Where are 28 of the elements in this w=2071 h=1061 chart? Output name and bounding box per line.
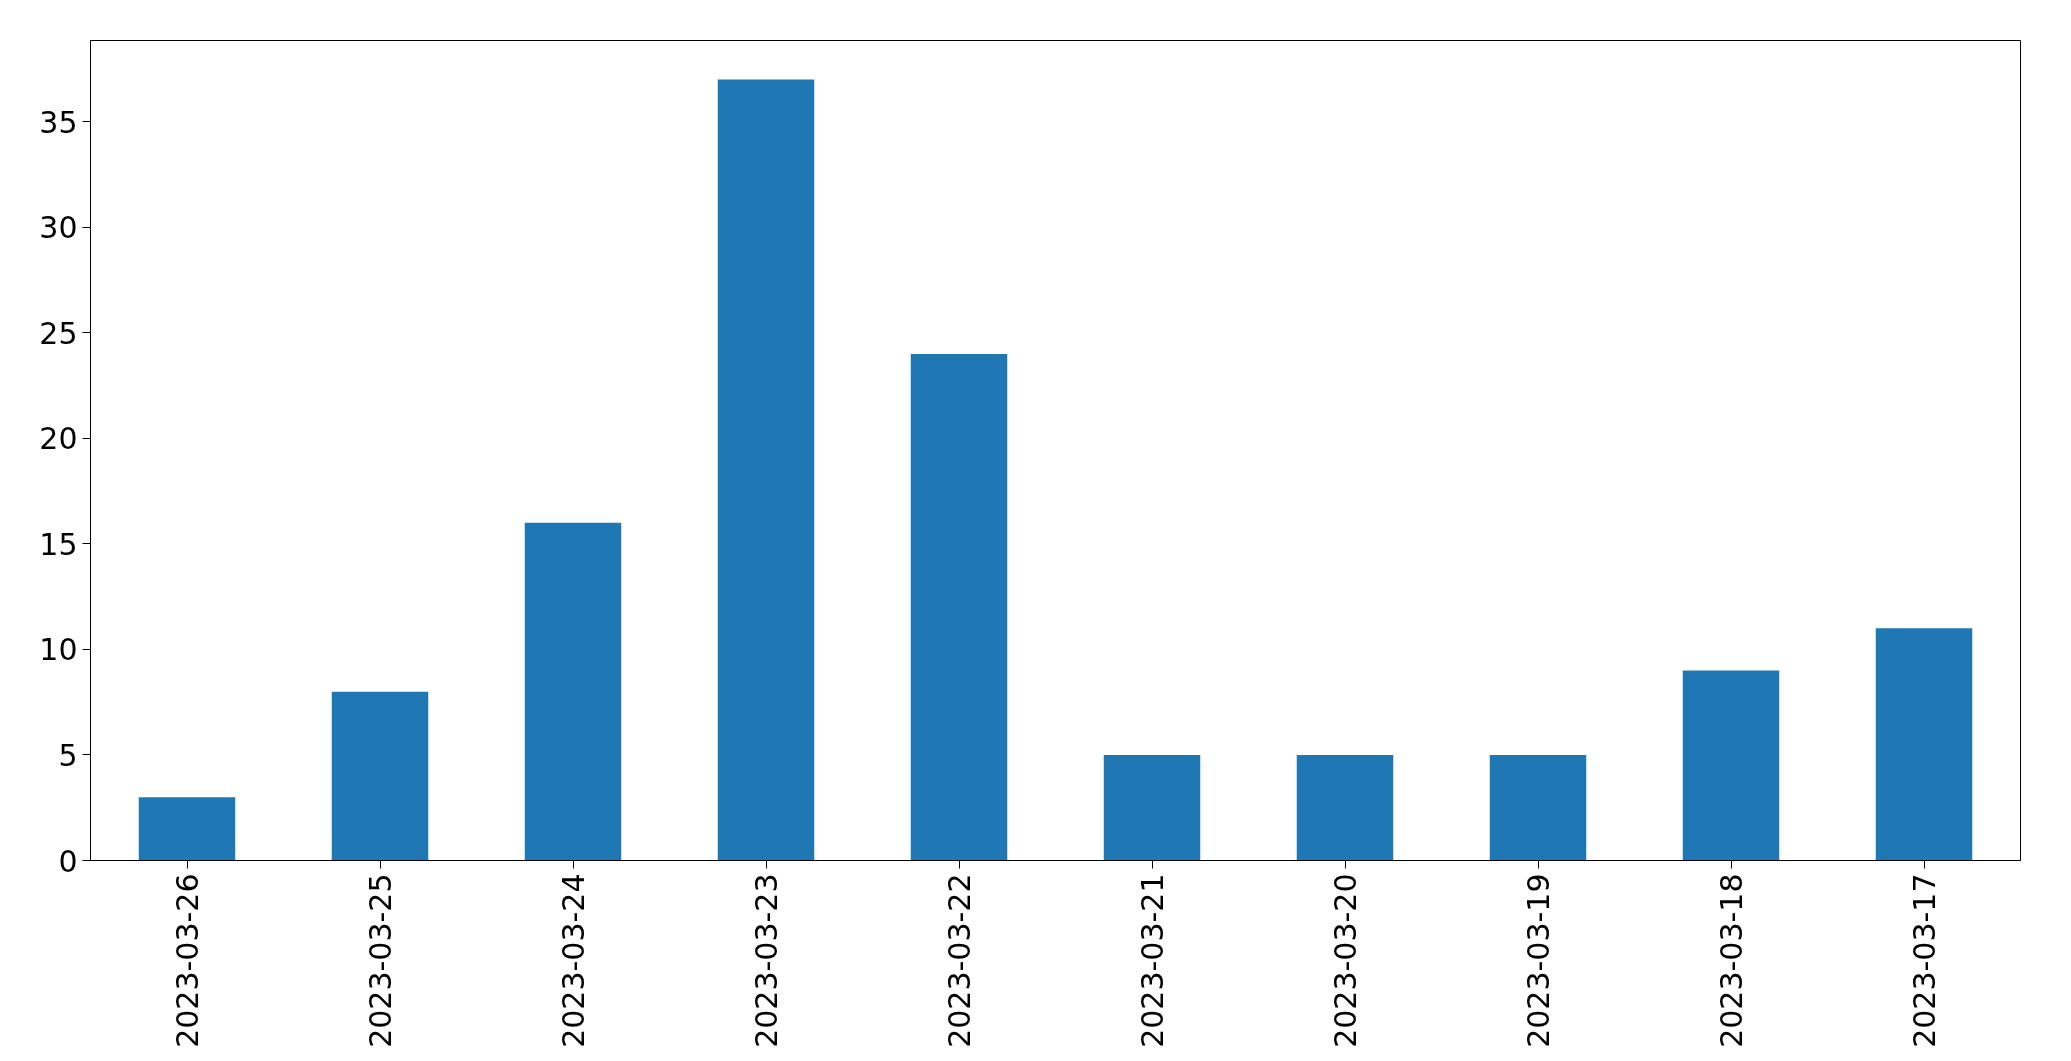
- bar: [1489, 754, 1587, 861]
- y-tick-label: 0: [58, 843, 78, 879]
- bar: [910, 353, 1008, 861]
- y-tick-label: 20: [39, 421, 78, 457]
- x-tick-label: 2023-03-25: [363, 873, 398, 1048]
- y-tick-label: 15: [39, 526, 78, 562]
- y-tick-label: 25: [39, 315, 78, 351]
- bar: [717, 79, 815, 861]
- x-tick-label: 2023-03-21: [1135, 873, 1170, 1048]
- x-tick-label: 2023-03-26: [170, 873, 205, 1048]
- bar: [1682, 670, 1780, 861]
- x-tick-label: 2023-03-18: [1714, 873, 1749, 1048]
- bar: [138, 797, 236, 861]
- bar: [1296, 754, 1394, 861]
- y-tick-label: 30: [39, 210, 78, 246]
- y-tick-label: 5: [58, 737, 78, 773]
- x-tick-label: 2023-03-20: [1328, 873, 1363, 1048]
- y-tick-label: 35: [39, 104, 78, 140]
- bar: [1875, 628, 1973, 861]
- bar: [331, 691, 429, 861]
- y-tick-label: 10: [39, 632, 78, 668]
- bar: [524, 522, 622, 861]
- x-tick-label: 2023-03-19: [1521, 873, 1556, 1048]
- x-tick-label: 2023-03-23: [749, 873, 784, 1048]
- bar: [1103, 754, 1201, 861]
- x-tick-label: 2023-03-17: [1907, 873, 1942, 1048]
- x-tick-label: 2023-03-22: [942, 873, 977, 1048]
- x-tick-label: 2023-03-24: [556, 873, 591, 1048]
